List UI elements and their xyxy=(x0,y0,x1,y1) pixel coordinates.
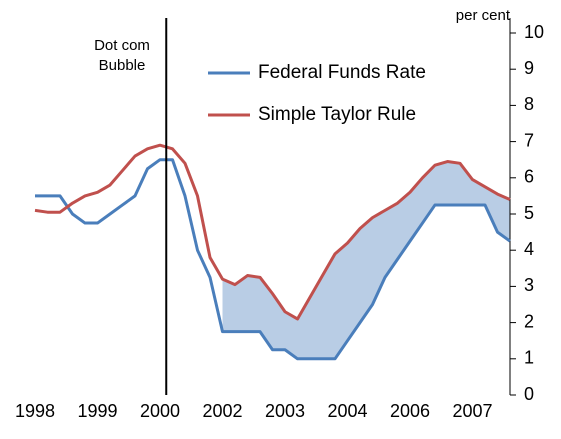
annotation-text: Bubble xyxy=(99,57,146,74)
series-line xyxy=(35,158,511,361)
x-tick-label: 2003 xyxy=(265,401,305,421)
y-tick-label: 7 xyxy=(524,130,534,150)
legend-label: Simple Taylor Rule xyxy=(258,104,416,125)
x-tick-label: 2002 xyxy=(202,401,242,421)
y-tick-label: 8 xyxy=(524,94,534,114)
y-tick-label: 5 xyxy=(524,203,534,223)
shaded-gap xyxy=(222,161,510,359)
x-tick-label: 2004 xyxy=(327,401,367,421)
x-tick-label: 1998 xyxy=(15,401,55,421)
x-tick-label: 1999 xyxy=(77,401,117,421)
y-axis-label: per cent xyxy=(456,7,511,24)
y-tick-label: 0 xyxy=(524,384,534,404)
x-tick-label: 2000 xyxy=(140,401,180,421)
legend-label: Federal Funds Rate xyxy=(258,62,426,83)
series-line xyxy=(34,143,511,321)
y-tick-label: 3 xyxy=(524,275,534,295)
y-tick-label: 6 xyxy=(524,167,534,187)
annotation-text: Dot com xyxy=(94,37,150,54)
y-tick-label: 9 xyxy=(524,58,534,78)
y-tick-label: 10 xyxy=(524,22,544,42)
y-tick-label: 2 xyxy=(524,311,534,331)
x-tick-label: 2007 xyxy=(452,401,492,421)
y-tick-label: 4 xyxy=(524,239,534,259)
y-tick-label: 1 xyxy=(524,348,534,368)
x-tick-label: 2006 xyxy=(390,401,430,421)
